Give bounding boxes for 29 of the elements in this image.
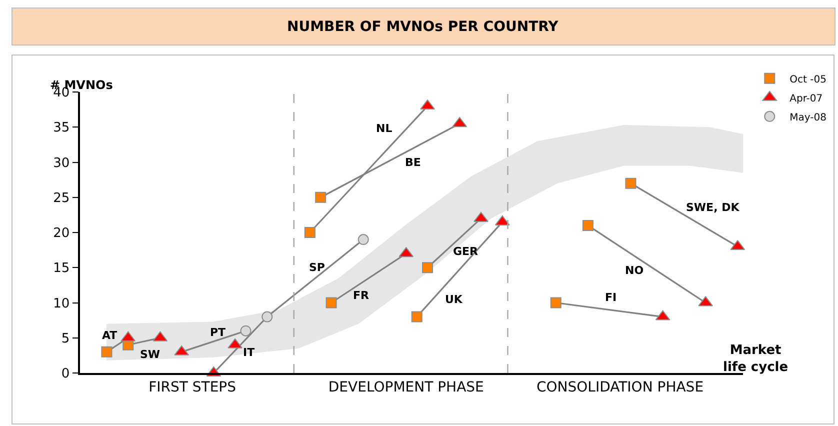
legend-label: Apr-07 <box>790 93 823 104</box>
y-tick-label: 15 <box>53 261 70 276</box>
x-axis-title: Market life cycle <box>723 343 788 375</box>
legend-label: Oct -05 <box>790 74 826 86</box>
series-label: SW <box>140 348 160 361</box>
x-tick-label: CONSOLIDATION PHASE <box>536 380 704 396</box>
series-label: NL <box>376 122 392 135</box>
series-label: UK <box>445 293 463 306</box>
series-label: SP <box>309 261 325 274</box>
x-tick-label: DEVELOPMENT PHASE <box>328 380 484 396</box>
series-label: IT <box>243 346 256 359</box>
series-label: GER <box>453 245 479 258</box>
y-tick-label: 30 <box>53 156 70 171</box>
x-tick-label: FIRST STEPS <box>148 380 236 396</box>
y-tick-label: 5 <box>61 331 70 346</box>
series-label: BE <box>405 156 421 169</box>
series-label: PT <box>210 326 226 339</box>
series-label: NO <box>625 264 644 277</box>
series-label: AT <box>102 329 118 342</box>
y-tick-label: 0 <box>61 366 70 382</box>
y-tick-label: 20 <box>53 226 70 242</box>
series-label: FR <box>353 289 370 302</box>
chart-title: NUMBER OF MVNOs PER COUNTRY <box>287 19 560 35</box>
series-label: FI <box>605 291 617 304</box>
series-label: SWE, DK <box>686 201 740 214</box>
y-tick-label: 35 <box>53 120 70 136</box>
legend-label: May-08 <box>790 112 826 124</box>
y-tick-label: 25 <box>53 190 70 206</box>
y-tick-label: 10 <box>53 296 70 312</box>
